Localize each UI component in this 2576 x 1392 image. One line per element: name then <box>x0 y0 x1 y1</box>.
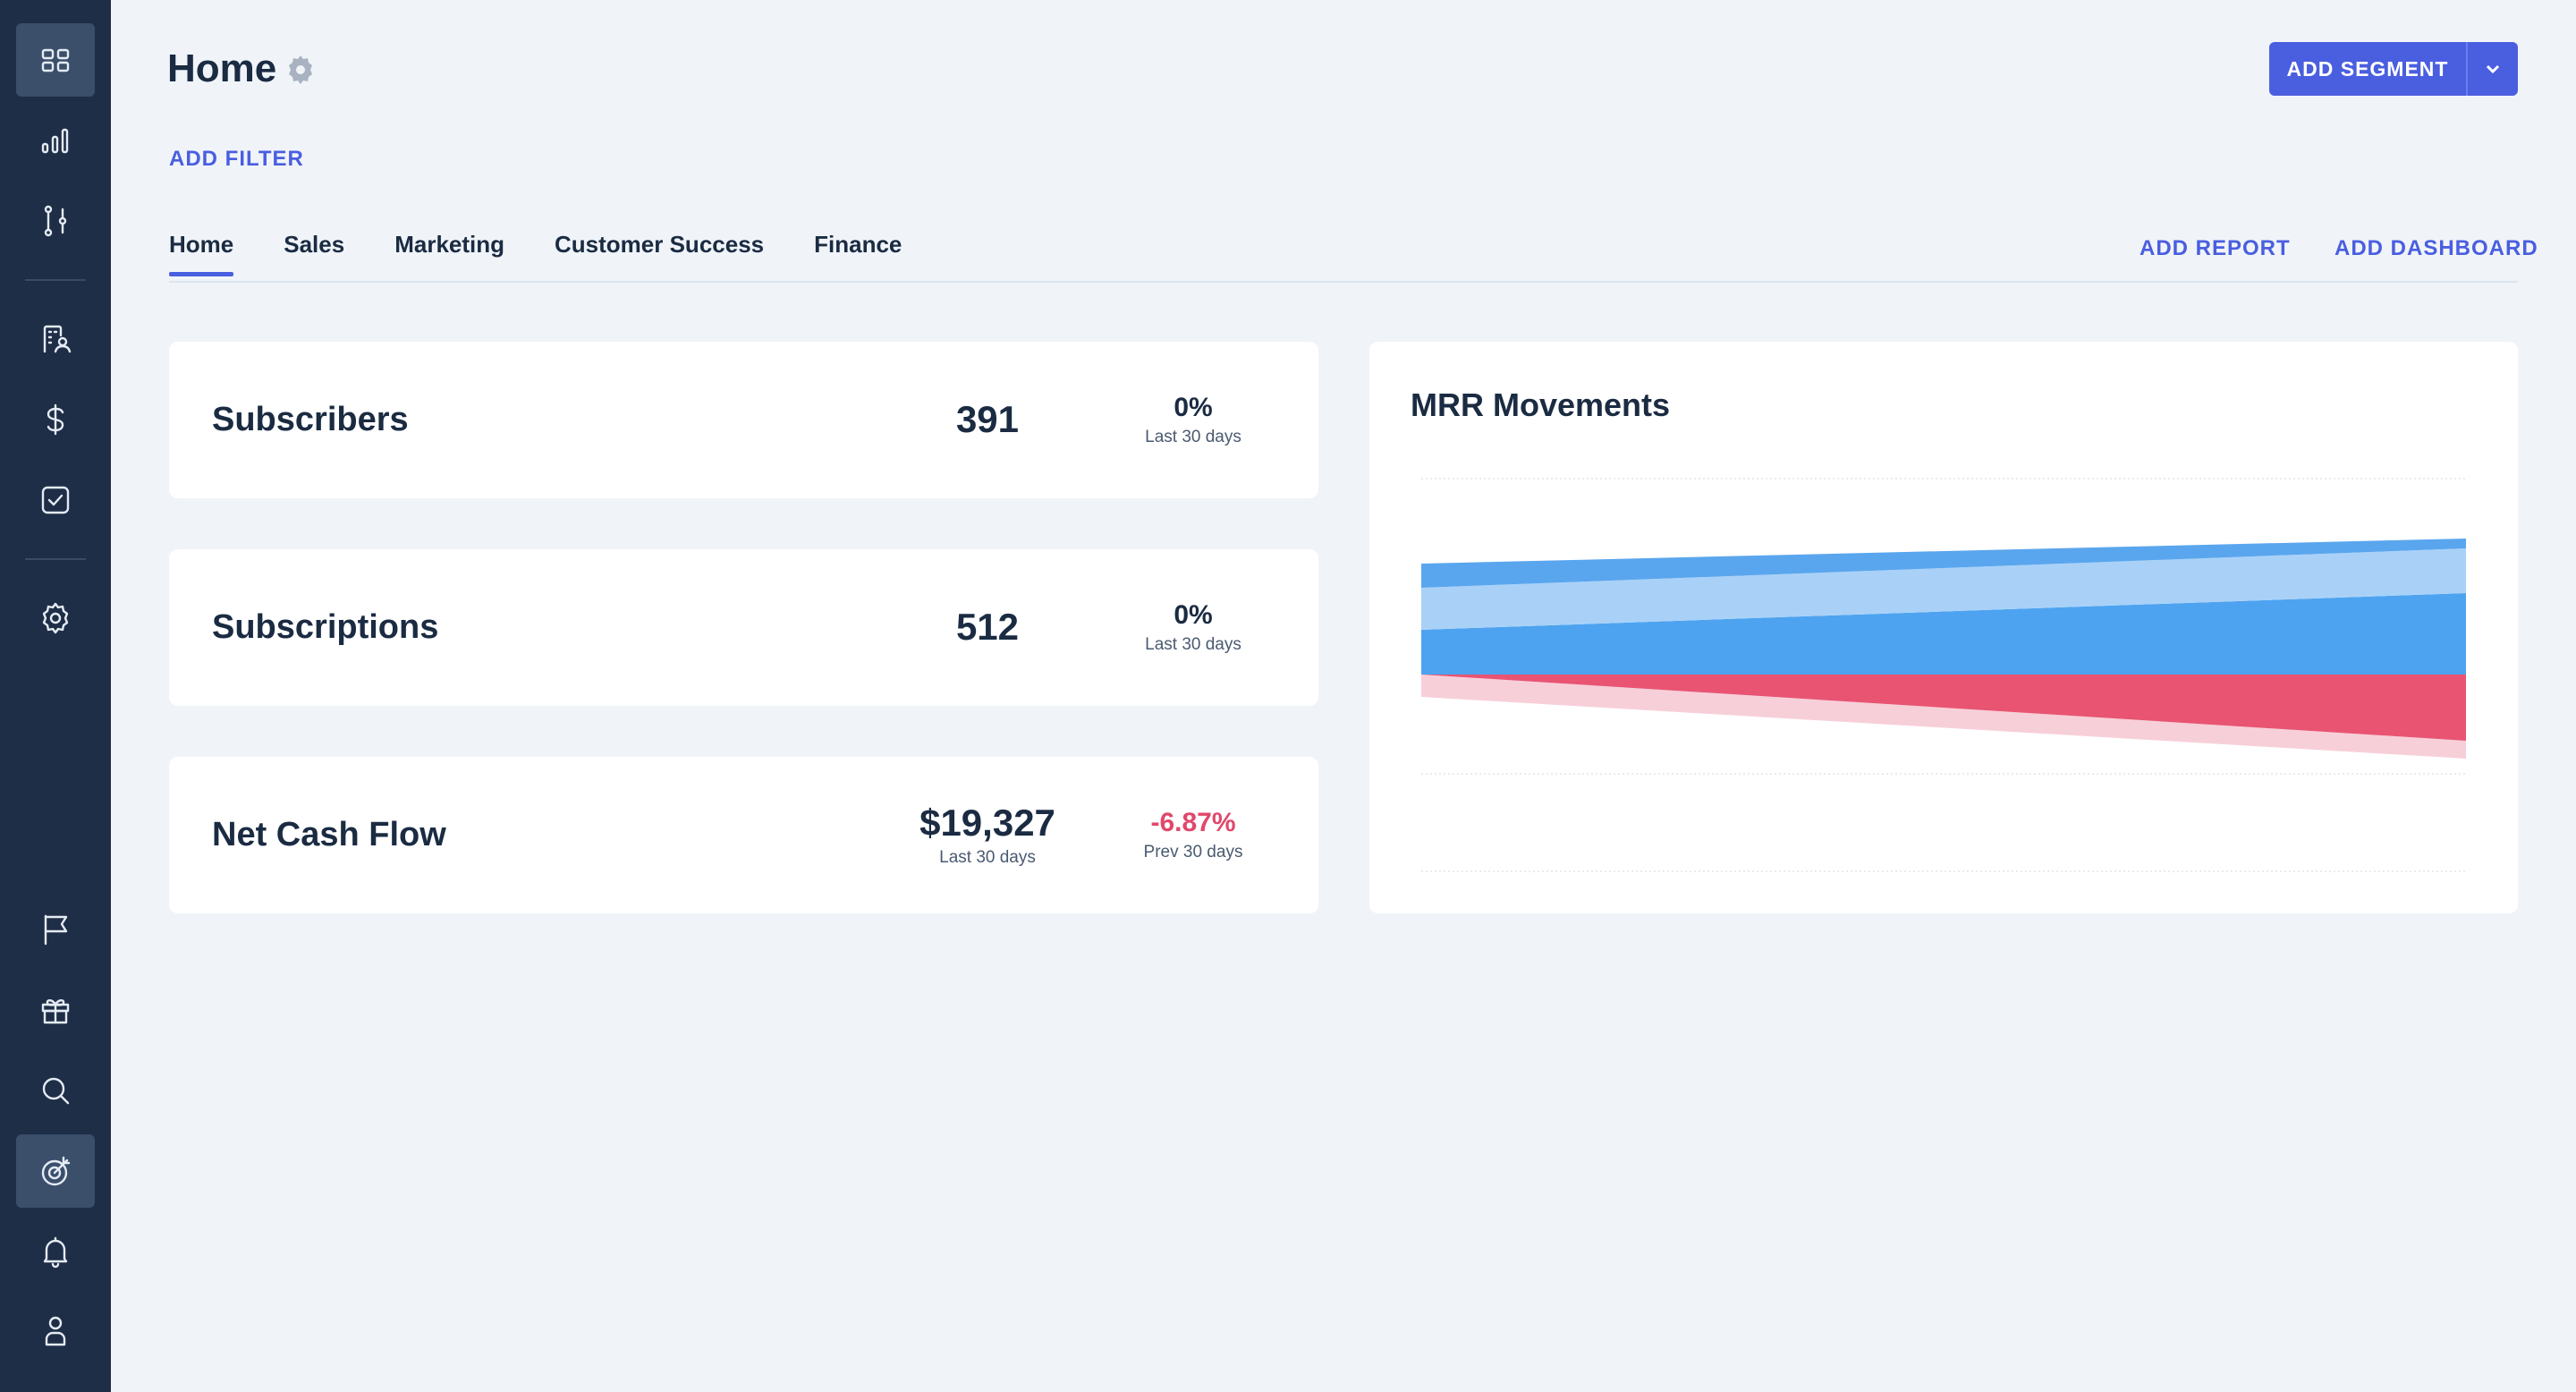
area-negative-strong-band <box>1421 675 2466 741</box>
user-icon <box>45 1316 66 1346</box>
metric-value: $19,327 Last 30 days <box>919 757 1055 913</box>
tab-customer-success[interactable]: Customer Success <box>555 231 765 258</box>
metric-value-number: $19,327 <box>919 802 1055 845</box>
metric-value-number: 512 <box>955 606 1020 649</box>
tab-finance[interactable]: Finance <box>814 231 902 258</box>
bar-chart-icon <box>41 128 69 154</box>
add-segment-dropdown-button[interactable] <box>2466 42 2518 96</box>
mrr-movements-chart <box>1421 478 2466 872</box>
area-top-band <box>1421 539 2466 588</box>
metric-change-period: Last 30 days <box>1145 428 1241 446</box>
sidebar-item-customers[interactable] <box>16 302 95 376</box>
search-icon <box>42 1077 70 1105</box>
sidebar-item-notifications[interactable] <box>16 1215 95 1288</box>
mrr-movements-card[interactable]: MRR Movements <box>1369 342 2518 913</box>
metric-value-number: 391 <box>955 398 1020 441</box>
metric-label: Net Cash Flow <box>212 816 446 853</box>
sidebar-item-revenue[interactable] <box>16 383 95 456</box>
metric-value-period: Last 30 days <box>939 847 1036 867</box>
sidebar-item-search[interactable] <box>16 1054 95 1127</box>
add-dashboard-link[interactable]: ADD DASHBOARD <box>2334 236 2538 260</box>
metric-card-subscribers[interactable]: Subscribers 391 0% Last 30 days <box>169 342 1318 498</box>
sidebar-item-goals[interactable] <box>16 893 95 966</box>
metric-change-percent: -6.87% <box>1150 808 1236 837</box>
sidebar-item-reports[interactable] <box>16 104 95 177</box>
sidebar-item-onboarding[interactable] <box>16 1134 95 1208</box>
sidebar-item-settings[interactable] <box>16 581 95 655</box>
metric-change-percent: 0% <box>1174 393 1213 422</box>
tab-sales[interactable]: Sales <box>284 231 345 258</box>
flag-icon <box>44 914 68 946</box>
add-report-link[interactable]: ADD REPORT <box>2140 236 2291 260</box>
metric-change: -6.87% Prev 30 days <box>1117 757 1269 913</box>
metric-change-period: Last 30 days <box>1145 635 1241 654</box>
metric-change-period: Prev 30 days <box>1143 843 1243 862</box>
sidebar-item-dashboard[interactable] <box>16 23 95 97</box>
sidebar-item-account[interactable] <box>16 1294 95 1367</box>
sidebar-item-tasks[interactable] <box>16 463 95 537</box>
add-segment-button[interactable]: ADD SEGMENT <box>2269 42 2466 96</box>
area-mid-band <box>1421 548 2466 630</box>
target-icon <box>41 1156 71 1186</box>
area-negative-light-band <box>1421 675 2466 759</box>
dashboard-grid-icon <box>41 48 70 72</box>
building-user-icon <box>43 325 72 353</box>
add-filter-link[interactable]: ADD FILTER <box>169 147 304 171</box>
checkbox-icon <box>41 486 70 514</box>
tabs-divider <box>169 281 2518 283</box>
sidebar-item-referrals[interactable] <box>16 973 95 1047</box>
sidebar <box>0 0 111 1392</box>
page-title: Home <box>167 47 277 90</box>
metric-value: 512 <box>920 549 1055 706</box>
dashboard-tabs: Home Sales Marketing Customer Success Fi… <box>169 231 952 276</box>
gift-icon <box>41 999 70 1024</box>
sidebar-item-flows[interactable] <box>16 184 95 258</box>
flow-icon <box>44 205 67 237</box>
dollar-icon <box>47 403 64 436</box>
tab-home[interactable]: Home <box>169 231 234 276</box>
chevron-down-icon <box>2486 64 2500 74</box>
metric-label: Subscribers <box>212 401 409 438</box>
metric-card-subscriptions[interactable]: Subscriptions 512 0% Last 30 days <box>169 549 1318 706</box>
metric-change: 0% Last 30 days <box>1117 549 1269 706</box>
tab-marketing[interactable]: Marketing <box>394 231 505 258</box>
settings-icon <box>42 602 69 634</box>
chart-title: MRR Movements <box>1411 386 1671 423</box>
area-base-band <box>1421 593 2466 675</box>
metric-change-percent: 0% <box>1174 600 1213 630</box>
metric-change: 0% Last 30 days <box>1117 342 1269 498</box>
page-settings-icon[interactable] <box>284 54 317 86</box>
bell-icon <box>43 1236 68 1269</box>
metric-card-net-cash-flow[interactable]: Net Cash Flow $19,327 Last 30 days -6.87… <box>169 757 1318 913</box>
metric-value: 391 <box>920 342 1055 498</box>
metric-label: Subscriptions <box>212 608 439 646</box>
